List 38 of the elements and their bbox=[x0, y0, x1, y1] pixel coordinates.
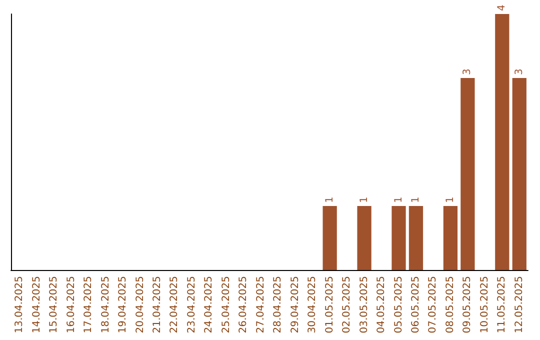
x-tick-label: 26.04.2025 bbox=[238, 276, 250, 334]
x-tick-label: 04.05.2025 bbox=[376, 276, 388, 334]
x-tick-label: 24.04.2025 bbox=[204, 276, 215, 334]
x-tick-label: 01.05.2025 bbox=[324, 276, 336, 334]
x-tick-label: 21.04.2025 bbox=[152, 276, 163, 334]
x-tick-label: 05.05.2025 bbox=[393, 276, 404, 334]
x-tick-label: 11.05.2025 bbox=[496, 276, 508, 334]
x-tick-label: 16.04.2025 bbox=[66, 276, 77, 334]
x-tick-label: 25.04.2025 bbox=[220, 276, 232, 334]
x-tick-label: 14.04.2025 bbox=[31, 276, 42, 334]
data-label: 4 bbox=[496, 4, 508, 11]
x-tick-label: 27.04.2025 bbox=[255, 276, 266, 334]
data-label: 1 bbox=[410, 196, 422, 203]
data-label: 3 bbox=[462, 68, 474, 75]
x-tick-label: 13.04.2025 bbox=[14, 276, 26, 334]
x-tick-label: 28.04.2025 bbox=[272, 276, 284, 334]
data-label: 1 bbox=[444, 196, 456, 203]
x-tick-label: 10.05.2025 bbox=[479, 276, 490, 334]
x-tick-label: 02.05.2025 bbox=[342, 276, 353, 334]
x-tick-label: 03.05.2025 bbox=[358, 276, 370, 334]
x-tick-label: 15.04.2025 bbox=[48, 276, 60, 334]
x-tick-label: 20.04.2025 bbox=[134, 276, 146, 334]
x-tick-label: 09.05.2025 bbox=[462, 276, 474, 334]
data-label: 1 bbox=[324, 196, 336, 203]
x-tick-label: 19.04.2025 bbox=[118, 276, 129, 334]
x-tick-label: 17.04.2025 bbox=[83, 276, 94, 334]
x-tick-label: 12.05.2025 bbox=[514, 276, 525, 334]
x-tick-label: 06.05.2025 bbox=[410, 276, 422, 334]
x-tick-label: 23.04.2025 bbox=[186, 276, 198, 334]
data-label: 1 bbox=[358, 196, 370, 203]
x-tick-label: 29.04.2025 bbox=[290, 276, 301, 334]
x-tick-label: 30.04.2025 bbox=[307, 276, 318, 334]
x-tick-label: 07.05.2025 bbox=[428, 276, 439, 334]
x-tick-label: 18.04.2025 bbox=[100, 276, 112, 334]
data-label: 1 bbox=[393, 196, 404, 203]
x-tick-label: 08.05.2025 bbox=[444, 276, 456, 334]
x-tick-label: 22.04.2025 bbox=[169, 276, 180, 334]
data-label: 3 bbox=[514, 68, 525, 75]
